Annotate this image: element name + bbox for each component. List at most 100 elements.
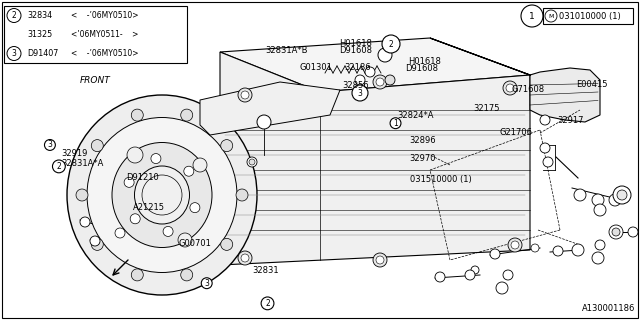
- Circle shape: [609, 194, 621, 206]
- Circle shape: [506, 84, 514, 92]
- Circle shape: [193, 158, 207, 172]
- Circle shape: [131, 269, 143, 281]
- Text: <    -’06MY0510>: < -’06MY0510>: [71, 11, 138, 20]
- Text: 2: 2: [265, 299, 270, 308]
- Text: E00415: E00415: [576, 80, 607, 89]
- Circle shape: [553, 246, 563, 256]
- Circle shape: [7, 46, 21, 60]
- Ellipse shape: [112, 142, 212, 247]
- Circle shape: [352, 85, 368, 101]
- Circle shape: [594, 204, 606, 216]
- Text: 32917: 32917: [557, 116, 583, 124]
- Text: G01301: G01301: [300, 63, 332, 72]
- Circle shape: [496, 282, 508, 294]
- Circle shape: [241, 254, 249, 262]
- Text: G71608: G71608: [512, 85, 545, 94]
- Circle shape: [238, 88, 252, 102]
- Text: FRONT: FRONT: [79, 76, 110, 85]
- Circle shape: [471, 266, 479, 274]
- Circle shape: [503, 81, 517, 95]
- Text: 32970: 32970: [410, 154, 436, 163]
- Ellipse shape: [134, 166, 189, 224]
- Circle shape: [92, 140, 103, 152]
- Text: 2: 2: [56, 162, 61, 171]
- Text: D91608: D91608: [405, 64, 438, 73]
- Circle shape: [241, 91, 249, 99]
- Circle shape: [540, 143, 550, 153]
- Circle shape: [7, 9, 21, 22]
- Text: 32919: 32919: [61, 149, 87, 158]
- Circle shape: [261, 297, 274, 310]
- Circle shape: [190, 203, 200, 213]
- Text: 3: 3: [204, 279, 209, 288]
- Circle shape: [378, 48, 392, 62]
- Circle shape: [376, 78, 384, 86]
- Circle shape: [221, 238, 233, 250]
- Circle shape: [238, 251, 252, 265]
- Text: <    -’06MY0510>: < -’06MY0510>: [71, 49, 138, 58]
- Circle shape: [247, 157, 257, 167]
- Circle shape: [115, 228, 125, 238]
- Polygon shape: [200, 82, 340, 135]
- Text: A130001186: A130001186: [582, 304, 635, 313]
- Text: 1: 1: [529, 12, 535, 20]
- Circle shape: [365, 67, 375, 77]
- Circle shape: [151, 154, 161, 164]
- Bar: [543, 8, 633, 24]
- Circle shape: [465, 270, 475, 280]
- Text: D91407: D91407: [27, 49, 58, 58]
- Text: 1: 1: [393, 119, 398, 128]
- Circle shape: [45, 140, 56, 150]
- Circle shape: [385, 75, 395, 85]
- Circle shape: [574, 189, 586, 201]
- Circle shape: [180, 269, 193, 281]
- Polygon shape: [220, 52, 530, 265]
- Circle shape: [130, 214, 140, 224]
- Text: 3: 3: [47, 140, 52, 149]
- Circle shape: [178, 233, 192, 247]
- Circle shape: [617, 190, 627, 200]
- Circle shape: [508, 238, 522, 252]
- Text: 2: 2: [388, 39, 394, 49]
- Circle shape: [382, 35, 400, 53]
- Circle shape: [184, 166, 194, 176]
- Text: 32824*A: 32824*A: [397, 111, 433, 120]
- Circle shape: [249, 159, 255, 165]
- Circle shape: [131, 109, 143, 121]
- Text: G00701: G00701: [179, 239, 211, 248]
- Circle shape: [180, 109, 193, 121]
- Text: 32896: 32896: [410, 136, 436, 145]
- Text: H01618: H01618: [408, 57, 441, 66]
- Text: 32831A*A: 32831A*A: [61, 159, 103, 168]
- Circle shape: [545, 10, 557, 22]
- Circle shape: [376, 256, 384, 264]
- Text: 3: 3: [12, 49, 17, 58]
- Polygon shape: [430, 38, 600, 122]
- Circle shape: [592, 194, 604, 206]
- Circle shape: [124, 177, 134, 187]
- Text: 31325: 31325: [27, 30, 52, 39]
- Circle shape: [490, 249, 500, 259]
- Circle shape: [142, 175, 182, 215]
- Text: D91608: D91608: [339, 46, 372, 55]
- Circle shape: [236, 189, 248, 201]
- Circle shape: [90, 236, 100, 246]
- Circle shape: [540, 115, 550, 125]
- Circle shape: [511, 241, 519, 249]
- Circle shape: [92, 238, 103, 250]
- Text: <’06MY0511-    >: <’06MY0511- >: [71, 30, 138, 39]
- Circle shape: [355, 75, 365, 85]
- Circle shape: [390, 118, 401, 129]
- Circle shape: [612, 228, 620, 236]
- Circle shape: [609, 225, 623, 239]
- Polygon shape: [220, 38, 530, 92]
- Circle shape: [221, 140, 233, 152]
- Text: 32856: 32856: [342, 81, 369, 90]
- Text: 32831A*B: 32831A*B: [266, 46, 308, 55]
- Circle shape: [543, 157, 553, 167]
- Circle shape: [521, 5, 543, 27]
- Circle shape: [163, 227, 173, 236]
- Circle shape: [80, 217, 90, 227]
- Text: 32186: 32186: [344, 63, 371, 72]
- Circle shape: [201, 278, 212, 289]
